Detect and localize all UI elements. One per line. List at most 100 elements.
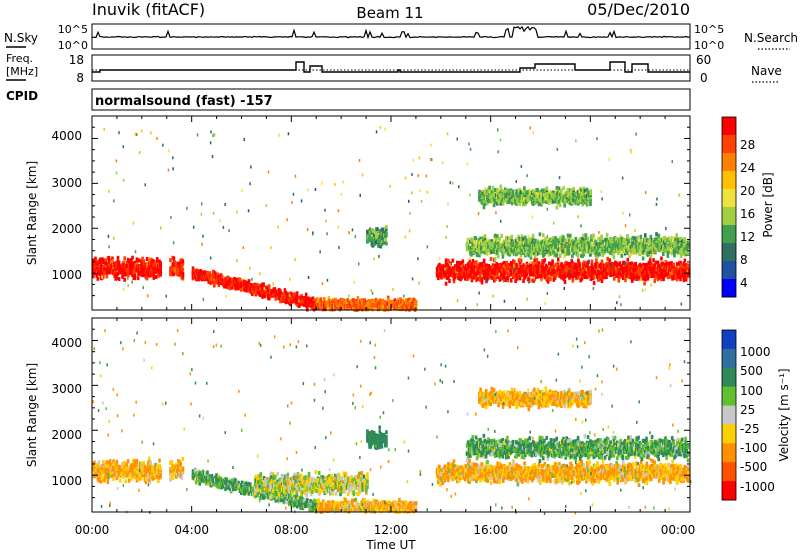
power-marks-mark-5 xyxy=(642,269,645,274)
power-marks-mark-0 xyxy=(159,268,162,273)
beam-title: Beam 11 xyxy=(356,4,423,22)
power-marks-mark-6 xyxy=(667,236,671,241)
power-marks-mark-6 xyxy=(574,238,578,243)
power-marks-mark-5 xyxy=(595,257,598,262)
power-marks-mark-5 xyxy=(602,275,606,280)
power-marks-mark-3 xyxy=(386,295,390,300)
power-marks-mark-2 xyxy=(283,288,287,293)
power-marks-mark-6 xyxy=(496,251,499,255)
power-marks-mark-6 xyxy=(673,253,676,258)
power-marks-mark-4 xyxy=(375,231,378,236)
power-marks-mark-5 xyxy=(470,262,474,267)
power-marks-mark-5 xyxy=(443,274,447,279)
power-marks-mark-6 xyxy=(494,240,498,245)
power-marks-mark-6 xyxy=(564,238,567,243)
power-marks-mark-2 xyxy=(216,272,219,277)
power-marks-mark-6 xyxy=(631,235,635,240)
power-marks-mark-5 xyxy=(489,257,493,261)
power-marks-mark-5 xyxy=(491,264,495,269)
power-marks-mark-6 xyxy=(579,237,582,241)
power-marks-mark-5 xyxy=(643,281,646,286)
power-marks-mark-2 xyxy=(265,285,269,290)
power-marks-mark-5 xyxy=(679,260,682,265)
power-marks-mark-6 xyxy=(584,233,588,238)
power-marks-mark-5 xyxy=(674,275,678,280)
power-marks-mark-0 xyxy=(117,277,121,281)
power-marks-mark-5 xyxy=(555,270,559,275)
power-marks-mark-6 xyxy=(500,233,504,238)
power-marks-mark-5 xyxy=(452,279,456,284)
power-marks-mark-5 xyxy=(493,274,496,279)
power-marks-mark-5 xyxy=(485,263,488,268)
power-marks-mark-3 xyxy=(333,307,336,312)
power-marks-mark-6 xyxy=(497,254,500,259)
power-marks-mark-5 xyxy=(533,258,536,263)
power-marks-mark-5 xyxy=(662,265,665,270)
power-marks-mark-6 xyxy=(604,246,608,251)
power-marks-mark-5 xyxy=(496,275,499,280)
noise-panel: N.Sky 10^5 10^0 10^5 10^0 N.Search xyxy=(4,23,798,52)
power-marks-mark-6 xyxy=(644,239,647,244)
frequency-trace xyxy=(92,61,690,73)
power-marks-mark-6 xyxy=(497,241,500,246)
power-marks-mark-6 xyxy=(589,252,592,257)
power-marks-mark-3 xyxy=(348,304,352,309)
power-marks-mark-5 xyxy=(671,276,674,281)
power-marks-mark-2 xyxy=(217,283,221,288)
power-marks-mark-5 xyxy=(546,273,550,278)
power-marks-mark-1 xyxy=(179,261,182,266)
power-marks-mark-5 xyxy=(513,260,516,265)
power-marks-mark-5 xyxy=(515,263,519,268)
power-marks-mark-5 xyxy=(461,259,465,264)
power-marks-mark-6 xyxy=(554,236,557,241)
power-marks-mark-0 xyxy=(159,272,162,277)
power-marks-mark-5 xyxy=(505,268,508,272)
power-marks-mark-6 xyxy=(555,251,559,256)
power-marks-mark-5 xyxy=(617,278,621,283)
power-marks-mark-1 xyxy=(169,258,172,263)
power-marks-mark-5 xyxy=(653,279,656,283)
power-marks-mark-2 xyxy=(291,299,295,304)
power-marks-mark-4 xyxy=(385,233,388,238)
power-marks-mark-5 xyxy=(630,272,634,277)
power-marks-mark-0 xyxy=(92,260,95,265)
power-marks-mark-6 xyxy=(635,250,638,255)
power-marks-mark-4 xyxy=(381,230,385,235)
power-marks-mark-6 xyxy=(492,250,496,254)
power-marks-mark-5 xyxy=(448,279,451,283)
power-marks-mark-0 xyxy=(136,276,140,281)
power-marks-mark-4 xyxy=(372,233,376,237)
noise-sky-label: N.Sky xyxy=(4,31,38,45)
power-marks-mark-0 xyxy=(143,272,147,277)
power-marks-mark-3 xyxy=(319,297,323,302)
power-marks-mark-5 xyxy=(451,258,455,263)
power-marks-mark-4 xyxy=(371,229,375,234)
power-marks-mark-5 xyxy=(678,269,681,274)
power-marks-mark-6 xyxy=(649,234,653,239)
power-marks-mark-5 xyxy=(576,273,579,278)
power-marks-mark-5 xyxy=(580,276,584,281)
power-marks-mark-5 xyxy=(479,262,483,267)
power-marks-mark-5 xyxy=(456,261,459,266)
power-marks-mark-0 xyxy=(115,275,119,280)
power-marks-mark-6 xyxy=(478,248,481,253)
power-marks-mark-5 xyxy=(551,271,554,276)
power-marks-mark-5 xyxy=(592,275,596,280)
power-marks-mark-5 xyxy=(472,275,476,280)
power-marks-mark-6 xyxy=(640,246,644,251)
power-marks-mark-5 xyxy=(635,275,638,280)
power-marks-mark-0 xyxy=(138,258,141,263)
power-marks-mark-5 xyxy=(543,275,547,280)
power-marks-mark-3 xyxy=(393,298,397,303)
power-marks-mark-5 xyxy=(661,261,664,266)
power-marks-mark-5 xyxy=(517,270,521,274)
power-marks-mark-6 xyxy=(566,245,570,250)
power-marks-mark-5 xyxy=(543,258,547,263)
power-marks-mark-5 xyxy=(618,261,622,266)
power-marks-mark-5 xyxy=(462,270,466,275)
power-marks-mark-5 xyxy=(484,276,487,281)
power-marks-mark-0 xyxy=(94,256,97,261)
power-marks-mark-5 xyxy=(687,263,690,268)
power-marks-mark-5 xyxy=(592,281,596,286)
power-marks-mark-0 xyxy=(99,265,103,269)
